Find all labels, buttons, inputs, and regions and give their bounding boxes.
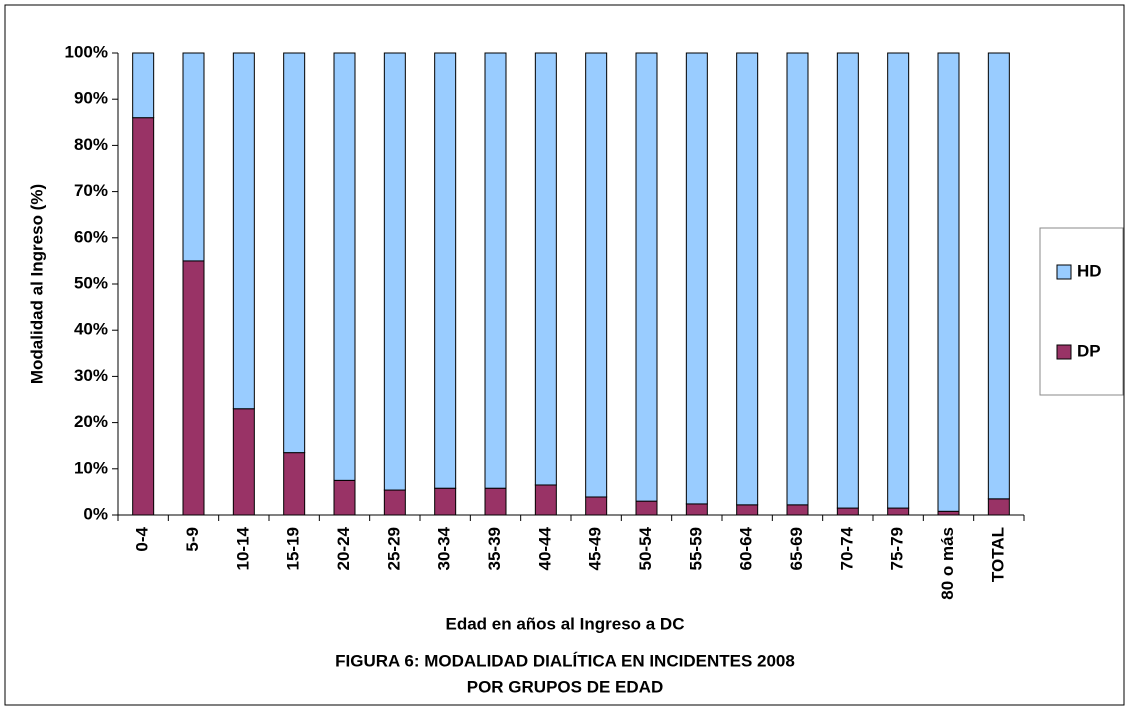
y-tick-label: 0% — [83, 504, 108, 523]
bar-segment — [232, 408, 255, 516]
x-tick-label: 30-34 — [435, 526, 454, 570]
bar-segment — [987, 498, 1010, 516]
y-tick-label: 40% — [74, 320, 108, 339]
bar-segment — [685, 503, 708, 516]
x-tick-label: 80 o más — [938, 527, 957, 600]
bar-segment — [132, 52, 155, 119]
x-tick-label: 35-39 — [485, 527, 504, 570]
bar-segment — [635, 500, 658, 516]
bar-segment — [937, 510, 960, 516]
bar-segment — [232, 52, 255, 410]
y-tick-label: 80% — [74, 135, 108, 154]
x-tick-label: 40-44 — [535, 526, 554, 570]
bar-segment — [987, 52, 1010, 500]
bar-segment — [786, 504, 809, 516]
y-tick-label: 60% — [74, 227, 108, 246]
legend-swatch — [1056, 264, 1072, 280]
bar-segment — [484, 487, 507, 516]
bar-segment — [534, 484, 557, 516]
bar-segment — [887, 52, 910, 509]
y-tick-label: 20% — [74, 412, 108, 431]
bar-segment — [635, 52, 658, 502]
bar-segment — [836, 507, 859, 516]
bar-segment — [132, 117, 155, 516]
chart-title: FIGURA 6: MODALIDAD DIALÍTICA EN INCIDEN… — [335, 651, 795, 670]
bar-segment — [383, 489, 406, 516]
x-tick-label: 0-4 — [133, 526, 152, 551]
bar-segment — [434, 52, 457, 489]
y-tick-label: 50% — [74, 273, 108, 292]
bar-segment — [585, 496, 608, 516]
x-tick-label: 70-74 — [837, 526, 856, 570]
bar-segment — [434, 487, 457, 516]
x-tick-label: 10-14 — [233, 526, 252, 570]
y-tick-label: 10% — [74, 458, 108, 477]
x-tick-label: 75-79 — [888, 527, 907, 570]
x-tick-label: 60-64 — [737, 526, 756, 570]
bar-segment — [736, 504, 759, 516]
legend-swatch — [1056, 344, 1072, 360]
x-tick-label: 25-29 — [384, 527, 403, 570]
bar-segment — [937, 52, 960, 512]
bar-segment — [283, 452, 306, 516]
y-tick-label: 100% — [65, 42, 108, 61]
bar-segment — [333, 52, 356, 481]
x-axis-title: Edad en años al Ingreso a DC — [445, 614, 684, 633]
bar-segment — [736, 52, 759, 506]
x-tick-label: 65-69 — [787, 527, 806, 570]
bar-segment — [383, 52, 406, 491]
x-tick-label: 45-49 — [586, 527, 605, 570]
bar-segment — [182, 52, 205, 262]
y-tick-label: 30% — [74, 366, 108, 385]
bar-segment — [585, 52, 608, 498]
legend-label: DP — [1077, 341, 1101, 360]
x-tick-label: 50-54 — [636, 526, 655, 570]
bar-segment — [887, 507, 910, 516]
y-tick-label: 70% — [74, 181, 108, 200]
x-tick-label: TOTAL — [988, 527, 1007, 582]
x-tick-label: 15-19 — [284, 527, 303, 570]
legend-box — [1039, 227, 1124, 396]
bar-segment — [182, 260, 205, 516]
bar-segment — [786, 52, 809, 506]
y-tick-label: 90% — [74, 89, 108, 108]
bar-segment — [685, 52, 708, 505]
x-tick-label: 20-24 — [334, 526, 353, 570]
y-axis-title: Modalidad al Ingreso (%) — [27, 184, 46, 384]
bar-segment — [484, 52, 507, 489]
x-tick-label: 55-59 — [686, 527, 705, 570]
x-tick-label: 5-9 — [183, 527, 202, 552]
bar-segment — [283, 52, 306, 454]
bar-segment — [836, 52, 859, 509]
chart-title: POR GRUPOS DE EDAD — [467, 677, 663, 696]
bar-segment — [333, 479, 356, 516]
bar-segment — [534, 52, 557, 486]
legend-label: HD — [1077, 261, 1102, 280]
